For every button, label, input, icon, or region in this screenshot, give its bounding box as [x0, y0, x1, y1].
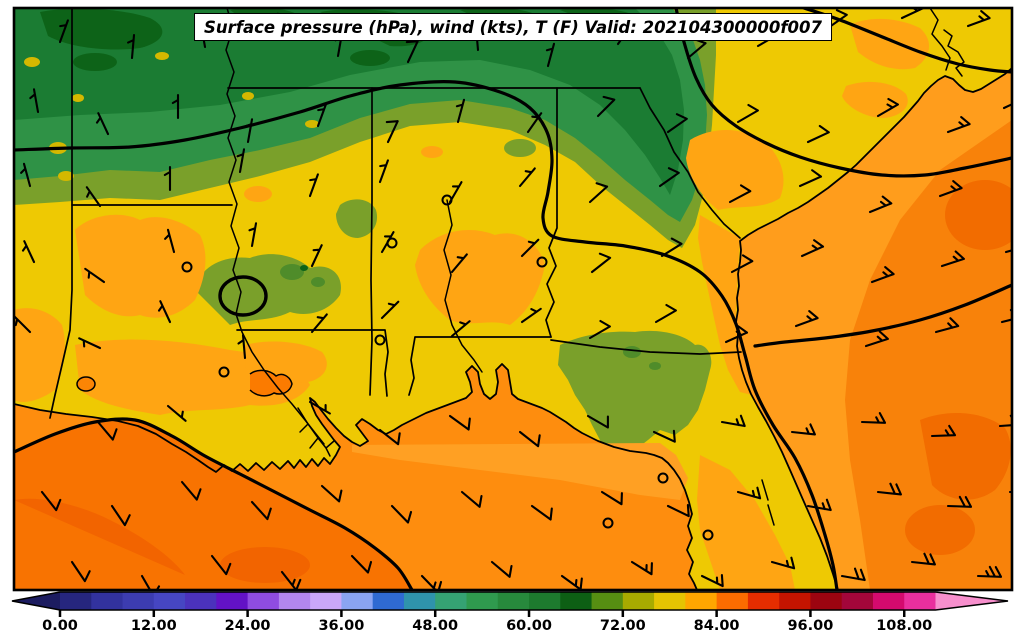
- colorbar-segment: [717, 592, 749, 610]
- colorbar-segment: [310, 592, 342, 610]
- colorbar-tick-label: 108.00: [876, 618, 932, 633]
- colorbar-segment: [60, 592, 92, 610]
- map-title: Surface pressure (hPa), wind (kts), T (F…: [204, 18, 822, 37]
- colorbar-tick-label: 0.00: [42, 618, 78, 633]
- colorbar-segment: [435, 592, 467, 610]
- colorbar-segment: [529, 592, 561, 610]
- colorbar-tick-label: 96.00: [787, 618, 833, 633]
- colorbar-segment: [373, 592, 405, 610]
- colorbar-segment: [154, 592, 186, 610]
- colorbar-segment: [904, 592, 936, 610]
- colorbar-tick-label: 36.00: [318, 618, 364, 633]
- colorbar-segment: [185, 592, 217, 610]
- gulf-patch: [220, 547, 310, 583]
- colorbar-tick-label: 48.00: [412, 618, 458, 633]
- colorbar-segment: [810, 592, 842, 610]
- colorbar-segment: [216, 592, 248, 610]
- colorbar-tick-label: 72.00: [600, 618, 646, 633]
- colorbar-segment: [623, 592, 655, 610]
- colorbar-segment: [873, 592, 905, 610]
- colorbar-segment: [466, 592, 498, 610]
- colorbar-segment: [654, 592, 686, 610]
- map-title-box: Surface pressure (hPa), wind (kts), T (F…: [194, 13, 832, 41]
- colorbar-segment: [248, 592, 280, 610]
- colorbar-tick-label: 60.00: [506, 618, 552, 633]
- colorbar-segment: [592, 592, 624, 610]
- colorbar-segment: [341, 592, 373, 610]
- map-content: [14, 2, 1022, 596]
- colorbar-segment: [404, 592, 436, 610]
- colorbar-tick-label: 12.00: [131, 618, 177, 633]
- lake-west-la: [77, 377, 95, 391]
- colorbar-segment: [748, 592, 780, 610]
- colorbar-segment: [123, 592, 155, 610]
- temp-speck-darkgreen: [300, 265, 308, 271]
- colorbar-segment: [560, 592, 592, 610]
- colorbar-under-arrow: [12, 592, 60, 610]
- colorbar-segment: [842, 592, 874, 610]
- colorbar-tick-label: 24.00: [225, 618, 271, 633]
- colorbar-labels: 0.00 12.00 24.00 36.00 48.00 60.00 72.00…: [42, 618, 932, 633]
- colorbar: [12, 592, 1008, 617]
- colorbar-over-arrow: [936, 592, 1009, 610]
- weather-map: 0.00 12.00 24.00 36.00 48.00 60.00 72.00…: [0, 0, 1022, 633]
- colorbar-segment: [685, 592, 717, 610]
- colorbar-segment: [498, 592, 530, 610]
- colorbar-tick-label: 84.00: [694, 618, 740, 633]
- colorbar-segment: [279, 592, 311, 610]
- colorbar-segment: [779, 592, 811, 610]
- colorbar-segment: [91, 592, 123, 610]
